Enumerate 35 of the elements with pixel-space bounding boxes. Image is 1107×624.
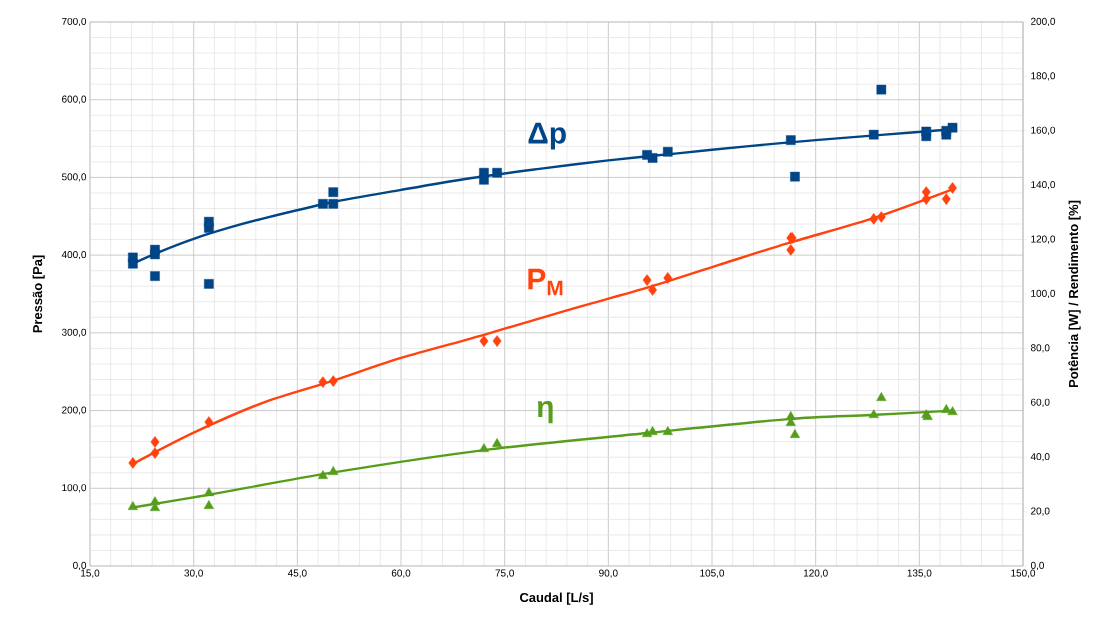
y2-tick-label: 200,0 (1031, 17, 1056, 27)
y-tick-label: 100,0 (62, 484, 87, 493)
x-tick-label: 105,0 (700, 569, 725, 578)
y2-tick-label: 120,0 (1031, 235, 1056, 244)
x-tick-label: 45,0 (287, 569, 307, 578)
x-tick-label: 135,0 (907, 569, 932, 578)
y-tick-label: 200,0 (62, 406, 87, 415)
x-tick-label: 150,0 (1011, 569, 1036, 578)
y2-tick-label: 80,0 (1030, 344, 1050, 353)
x-tick-label: 120,0 (803, 569, 828, 578)
y2-tick-label: 20,0 (1031, 507, 1050, 516)
series-label: η (537, 400, 553, 424)
y2-tick-label: 100,0 (1031, 289, 1056, 299)
y2-tick-label: 180,0 (1031, 72, 1056, 81)
x-tick-label: 30,0 (184, 569, 203, 578)
x-tick-label: 60,0 (391, 569, 411, 578)
y2-tick-label: 0,0 (1030, 561, 1044, 571)
y2-axis-title: Potência [W] / Rendimento [%] (1068, 200, 1081, 388)
y2-tick-label: 60,0 (1031, 398, 1050, 407)
series-label: Δp (528, 122, 566, 150)
y2-tick-label: 160,0 (1031, 126, 1056, 135)
y-tick-label: 500,0 (61, 173, 87, 182)
y2-tick-label: 40,0 (1030, 453, 1050, 462)
y-tick-label: 0,0 (73, 561, 87, 571)
y-tick-label: 600,0 (62, 95, 87, 104)
y-tick-label: 700,0 (62, 17, 87, 27)
series-label: P$_{M}$ (528, 268, 563, 296)
x-axis-title: Caudal [L/s] (519, 592, 593, 605)
y2-tick-label: 140,0 (1031, 181, 1056, 190)
y-tick-label: 400,0 (61, 251, 87, 260)
x-tick-label: 75,0 (495, 569, 514, 578)
x-tick-label: 15,0 (81, 569, 100, 578)
y-axis-title: Pressão [Pa] (32, 255, 45, 333)
y-tick-label: 300,0 (61, 328, 87, 337)
x-tick-label: 90,0 (599, 569, 618, 578)
